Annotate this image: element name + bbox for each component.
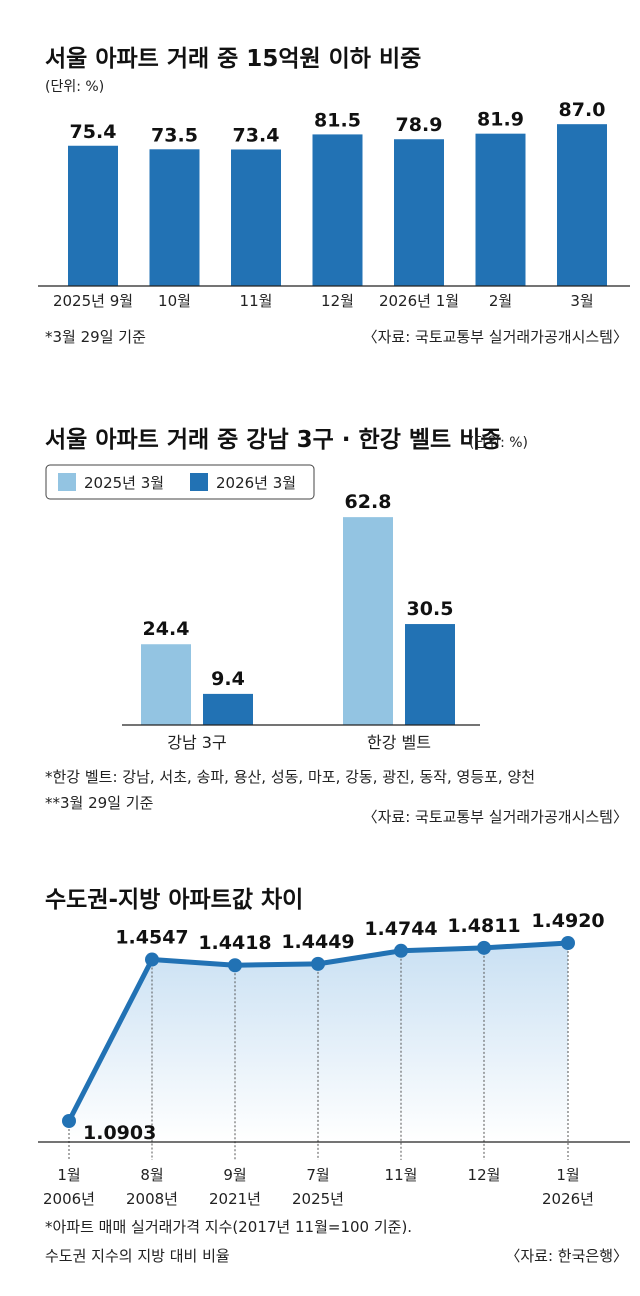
- legend-label-2025: 2025년 3월: [84, 474, 164, 492]
- x-tick-label: 2025년 9월: [53, 292, 133, 310]
- x-tick-label: 3월: [570, 292, 593, 310]
- bar-value-label: 81.9: [477, 109, 524, 131]
- chart2: 서울 아파트 거래 중 강남 3구 · 한강 벨트 비중 (단위: %) 202…: [45, 427, 628, 826]
- data-point: [394, 943, 408, 958]
- chart3-title: 수도권-지방 아파트값 차이: [45, 887, 303, 913]
- x-tick-month: 12월: [468, 1166, 501, 1184]
- data-point: [311, 956, 325, 971]
- chart2-legend-box: [45, 464, 315, 500]
- x-tick-month: 11월: [385, 1166, 418, 1184]
- bar: [203, 693, 253, 725]
- legend-swatch-2025: [58, 473, 76, 491]
- bar-value-label: 9.4: [211, 668, 245, 690]
- area-fill: [69, 943, 568, 1142]
- x-tick-year: 2006년: [43, 1190, 95, 1208]
- point-value-label: 1.4418: [198, 932, 271, 954]
- x-tick-month: 1월: [556, 1166, 579, 1184]
- point-value-label: 1.4449: [281, 931, 354, 953]
- x-tick-label: 2026년 1월: [379, 292, 459, 310]
- bar-value-label: 78.9: [396, 114, 443, 136]
- chart2-footnote-2: **3월 29일 기준: [45, 794, 154, 812]
- bar-value-label: 30.5: [407, 598, 454, 620]
- bar-value-label: 75.4: [70, 121, 117, 143]
- x-tick-year: 2008년: [126, 1190, 178, 1208]
- bar: [394, 139, 444, 286]
- bar: [343, 517, 393, 725]
- bar: [557, 124, 607, 287]
- legend-swatch-2026: [190, 473, 208, 491]
- bar: [68, 145, 118, 286]
- bar: [231, 149, 281, 286]
- chart3: 수도권-지방 아파트값 차이 1.0903 1.4547 1.4418 1.4449 1…: [38, 887, 630, 1265]
- x-tick-month: 1월: [57, 1166, 80, 1184]
- bar-value-label: 73.4: [233, 124, 280, 146]
- chart1-title: 서울 아파트 거래 중 15억원 이하 비중: [45, 46, 421, 72]
- data-point: [145, 952, 159, 967]
- bar: [312, 134, 363, 286]
- x-tick-year: 2025년: [292, 1190, 344, 1208]
- bar-value-label: 62.8: [345, 491, 392, 513]
- point-value-label: 1.4811: [447, 915, 520, 937]
- bar-value-label: 81.5: [314, 109, 361, 131]
- bar: [475, 133, 526, 286]
- chart1-source: 〈자료: 국토교통부 실거래가공개시스템〉: [363, 328, 628, 346]
- chart3-source: 〈자료: 한국은행〉: [505, 1247, 628, 1265]
- chart2-unit: (단위: %): [469, 435, 528, 451]
- bar: [141, 644, 191, 725]
- x-tick-year: 2021년: [209, 1190, 261, 1208]
- x-tick-label: 12월: [321, 292, 354, 310]
- x-tick-label: 11월: [240, 292, 273, 310]
- data-point: [561, 936, 575, 950]
- chart3-footnote-1: *아파트 매매 실거래가격 지수(2017년 11월=100 기준).: [45, 1218, 412, 1236]
- bar: [405, 624, 455, 725]
- point-value-label: 1.4744: [364, 918, 437, 940]
- bar-value-label: 87.0: [559, 99, 606, 121]
- chart2-title: 서울 아파트 거래 중 강남 3구 · 한강 벨트 비중: [45, 427, 502, 453]
- point-value-label: 1.0903: [83, 1122, 156, 1144]
- x-tick-month: 8월: [140, 1166, 163, 1184]
- x-tick-month: 7월: [306, 1166, 329, 1184]
- chart1-footnote: *3월 29일 기준: [45, 328, 146, 346]
- x-tick-month: 9월: [223, 1166, 246, 1184]
- x-tick-label: 10월: [158, 292, 191, 310]
- point-value-label: 1.4920: [531, 910, 604, 932]
- data-point: [62, 1114, 76, 1128]
- legend-label-2026: 2026년 3월: [216, 474, 296, 492]
- data-point: [228, 958, 242, 973]
- chart2-footnote-1: *한강 벨트: 강남, 서초, 송파, 용산, 성동, 마포, 강동, 광진, …: [45, 768, 535, 786]
- x-tick-label: 한강 벨트: [367, 733, 431, 752]
- bar-value-label: 73.5: [151, 124, 198, 146]
- chart1: 서울 아파트 거래 중 15억원 이하 비중 (단위: %) 75.4 2025년…: [38, 46, 630, 346]
- x-tick-year: 2026년: [542, 1190, 594, 1208]
- chart1-unit: (단위: %): [45, 79, 104, 95]
- x-tick-label: 2월: [489, 292, 512, 310]
- bar-value-label: 24.4: [143, 618, 190, 640]
- x-tick-label: 강남 3구: [167, 733, 226, 752]
- chart3-footnote-2: 수도권 지수의 지방 대비 비율: [45, 1247, 230, 1265]
- bar: [149, 149, 200, 286]
- data-point: [477, 940, 491, 955]
- chart2-source: 〈자료: 국토교통부 실거래가공개시스템〉: [363, 808, 628, 826]
- point-value-label: 1.4547: [115, 927, 188, 949]
